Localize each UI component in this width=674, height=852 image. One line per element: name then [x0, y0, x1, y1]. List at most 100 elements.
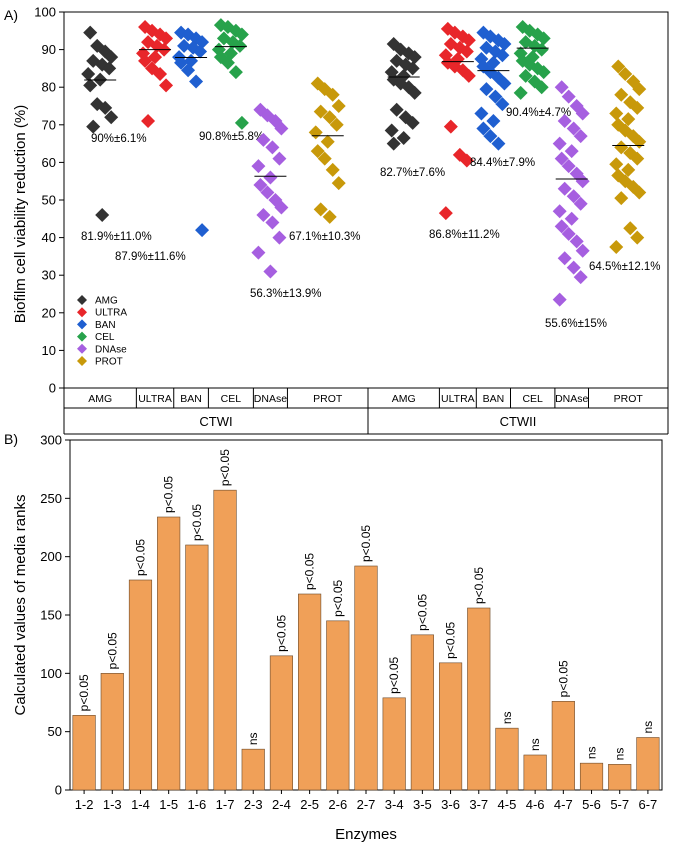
data-point-ultra	[459, 44, 474, 59]
data-point-dnase	[573, 196, 588, 211]
data-point-dnase	[554, 80, 569, 95]
data-point-prot	[331, 176, 346, 191]
x-tick-label-1-5: 1-5	[159, 797, 178, 812]
data-point-prot	[630, 151, 645, 166]
y-tick-label: 100	[34, 5, 56, 20]
data-point-ultra	[153, 67, 168, 82]
data-point-ban	[497, 36, 512, 51]
significance-label-6-7: ns	[641, 721, 655, 734]
category-label-prot: PROT	[614, 393, 644, 405]
data-point-dnase	[256, 208, 271, 223]
data-point-cel	[213, 50, 228, 65]
data-point-ban	[189, 74, 204, 89]
data-point-dnase	[263, 264, 278, 279]
data-point-cel	[525, 50, 540, 65]
legend-marker-dnase	[77, 343, 87, 354]
x-tick-label-1-6: 1-6	[187, 797, 206, 812]
y-tick-label: 50	[48, 724, 62, 739]
bar-5-7	[608, 764, 632, 791]
data-point-prot	[614, 191, 629, 206]
data-point-prot	[632, 82, 647, 97]
data-point-cel	[232, 38, 247, 53]
data-point-dnase	[552, 136, 567, 151]
data-point-dnase	[557, 114, 572, 129]
data-point-ban	[491, 136, 506, 151]
mean-annotation-amg: 82.7%±7.6%	[380, 167, 445, 179]
data-point-prot	[331, 99, 346, 113]
y-tick-label: 60	[42, 155, 56, 170]
bar-3-5	[410, 634, 434, 791]
bar-2-7	[354, 565, 378, 791]
x-tick-label-2-6: 2-6	[328, 797, 347, 812]
category-label-ban: BAN	[483, 393, 505, 405]
data-point-prot	[621, 112, 636, 127]
data-point-prot	[632, 185, 647, 200]
data-point-prot	[621, 162, 636, 177]
data-point-ban	[181, 63, 196, 78]
data-point-prot	[320, 134, 335, 149]
group-label-ctwi: CTWI	[199, 414, 232, 429]
y-tick-label: 150	[40, 608, 62, 623]
data-point-prot	[308, 125, 323, 140]
bar-3-4	[382, 697, 406, 791]
y-tick-label: 300	[40, 433, 62, 448]
data-point-dnase	[561, 89, 576, 104]
data-point-amg	[81, 67, 96, 82]
data-point-cel	[534, 80, 549, 95]
data-point-ultra	[159, 78, 174, 93]
category-label-dnase: DNAse	[555, 393, 588, 405]
data-point-ultra	[461, 68, 476, 83]
significance-label-2-3: ns	[246, 732, 260, 745]
y-tick-label: 50	[42, 193, 56, 208]
significance-label-3-4: p<0.05	[387, 656, 401, 693]
data-point-ultra	[459, 153, 474, 168]
data-point-dnase	[564, 144, 579, 159]
significance-label-3-5: p<0.05	[415, 593, 429, 630]
data-point-prot	[313, 104, 328, 119]
x-tick-label-2-4: 2-4	[272, 797, 291, 812]
y-tick-label: 10	[42, 343, 56, 358]
category-label-amg: AMG	[392, 393, 416, 405]
mean-annotation-dnase: 55.6%±15%	[545, 318, 607, 330]
legend-label-dnase: DNAse	[95, 344, 127, 355]
data-point-ban	[495, 48, 510, 63]
data-point-prot	[325, 162, 340, 177]
x-tick-label-2-3: 2-3	[244, 797, 263, 812]
data-point-amg	[405, 115, 420, 130]
data-point-amg	[83, 78, 98, 93]
data-point-ban	[486, 55, 501, 70]
data-point-prot	[313, 202, 328, 217]
data-point-prot	[614, 87, 629, 102]
data-point-dnase	[251, 159, 266, 174]
data-point-amg	[407, 85, 422, 100]
data-point-ultra	[438, 206, 453, 221]
y-tick-label: 200	[40, 549, 62, 564]
data-point-dnase	[554, 219, 569, 234]
bar-1-3	[100, 673, 124, 791]
x-tick-label-1-4: 1-4	[131, 797, 150, 812]
x-tick-label-3-4: 3-4	[385, 797, 404, 812]
x-tick-label-4-7: 4-7	[554, 797, 573, 812]
data-point-cel	[220, 55, 235, 70]
x-tick-label-5-6: 5-6	[582, 797, 601, 812]
mean-annotation-prot: 64.5%±12.1%	[589, 261, 661, 273]
legend-marker-ban	[77, 319, 87, 330]
significance-label-2-6: p<0.05	[331, 579, 345, 616]
x-tick-label-4-6: 4-6	[526, 797, 545, 812]
bar-2-6	[326, 620, 350, 791]
data-point-cel	[536, 65, 551, 80]
panel-b-label: B)	[4, 431, 18, 447]
y-tick-label: 0	[49, 381, 56, 396]
data-point-ban	[193, 44, 208, 59]
mean-annotation-cel: 90.8%±5.8%	[199, 131, 264, 143]
data-point-amg	[86, 119, 101, 134]
data-point-ultra	[138, 53, 153, 68]
data-point-ban	[177, 38, 192, 53]
significance-label-4-6: ns	[528, 738, 542, 751]
data-point-dnase	[265, 215, 280, 230]
y-tick-label: 20	[42, 305, 56, 320]
data-point-ban	[483, 129, 498, 144]
x-tick-label-6-7: 6-7	[639, 797, 658, 812]
mean-annotation-amg: 81.9%±11.0%	[81, 231, 152, 243]
mean-annotation-ban: 84.4%±7.9%	[470, 157, 535, 169]
